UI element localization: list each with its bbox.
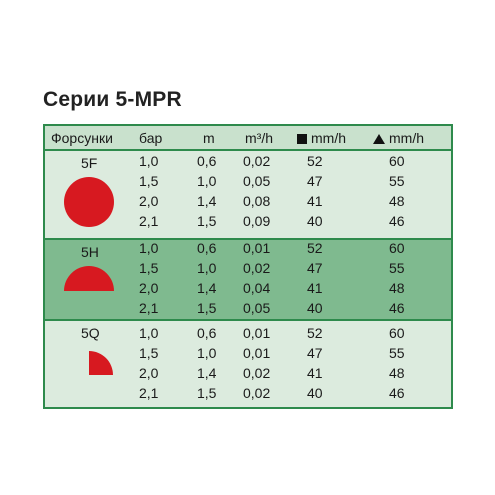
pressure-cell: 1,0 bbox=[139, 153, 159, 169]
group-5q: 5Q bbox=[45, 321, 451, 407]
radius-cell: 1,4 bbox=[197, 193, 217, 209]
triangle-rate-cell: 55 bbox=[389, 345, 405, 361]
header-bar: бар bbox=[139, 130, 163, 146]
pressure-cell: 2,1 bbox=[139, 213, 159, 229]
quarter-circle-icon bbox=[89, 351, 113, 375]
triangle-rate-cell: 48 bbox=[389, 193, 405, 209]
radius-cell: 1,4 bbox=[197, 280, 217, 296]
triangle-rate-cell: 46 bbox=[389, 300, 405, 316]
table-header: Форсунки бар m m³/h mm/h mm/h bbox=[45, 126, 451, 151]
square-icon bbox=[297, 134, 307, 144]
header-triangle-rate-label: mm/h bbox=[389, 130, 424, 146]
triangle-rate-cell: 46 bbox=[389, 385, 405, 401]
square-rate-cell: 47 bbox=[307, 173, 323, 189]
specs-table: Форсунки бар m m³/h mm/h mm/h 5F 5H 5Q 1… bbox=[43, 124, 453, 409]
pressure-cell: 1,0 bbox=[139, 325, 159, 341]
square-rate-cell: 40 bbox=[307, 300, 323, 316]
radius-cell: 1,5 bbox=[197, 213, 217, 229]
radius-cell: 1,4 bbox=[197, 365, 217, 381]
radius-cell: 1,5 bbox=[197, 385, 217, 401]
square-rate-cell: 40 bbox=[307, 385, 323, 401]
triangle-icon bbox=[373, 134, 385, 144]
square-rate-cell: 52 bbox=[307, 325, 323, 341]
radius-cell: 0,6 bbox=[197, 153, 217, 169]
header-nozzle: Форсунки bbox=[51, 130, 113, 146]
page-title: Серии 5-MPR bbox=[43, 88, 182, 111]
radius-cell: 1,0 bbox=[197, 345, 217, 361]
flow-cell: 0,01 bbox=[243, 240, 271, 256]
flow-cell: 0,05 bbox=[243, 173, 271, 189]
square-rate-cell: 41 bbox=[307, 193, 323, 209]
group-5f: 5F bbox=[45, 151, 451, 238]
square-rate-cell: 41 bbox=[307, 365, 323, 381]
flow-cell: 0,02 bbox=[243, 385, 271, 401]
header-square-rate-label: mm/h bbox=[311, 130, 346, 146]
flow-cell: 0,02 bbox=[243, 153, 271, 169]
square-rate-cell: 52 bbox=[307, 153, 323, 169]
pressure-cell: 2,0 bbox=[139, 365, 159, 381]
pressure-cell: 2,1 bbox=[139, 385, 159, 401]
pressure-cell: 2,0 bbox=[139, 193, 159, 209]
group-5h: 5H bbox=[45, 238, 451, 321]
flow-cell: 0,04 bbox=[243, 280, 271, 296]
flow-cell: 0,09 bbox=[243, 213, 271, 229]
header-square-rate: mm/h bbox=[297, 130, 346, 146]
square-rate-cell: 41 bbox=[307, 280, 323, 296]
pressure-cell: 1,5 bbox=[139, 345, 159, 361]
pressure-cell: 1,5 bbox=[139, 173, 159, 189]
nozzle-name: 5H bbox=[81, 244, 99, 260]
radius-cell: 0,6 bbox=[197, 325, 217, 341]
square-rate-cell: 47 bbox=[307, 345, 323, 361]
triangle-rate-cell: 60 bbox=[389, 240, 405, 256]
triangle-rate-cell: 48 bbox=[389, 365, 405, 381]
square-rate-cell: 40 bbox=[307, 213, 323, 229]
radius-cell: 1,0 bbox=[197, 173, 217, 189]
pressure-cell: 2,0 bbox=[139, 280, 159, 296]
header-m: m bbox=[203, 130, 215, 146]
flow-cell: 0,02 bbox=[243, 365, 271, 381]
triangle-rate-cell: 55 bbox=[389, 260, 405, 276]
triangle-rate-cell: 60 bbox=[389, 153, 405, 169]
pressure-cell: 1,0 bbox=[139, 240, 159, 256]
header-triangle-rate: mm/h bbox=[373, 130, 424, 146]
triangle-rate-cell: 46 bbox=[389, 213, 405, 229]
radius-cell: 1,5 bbox=[197, 300, 217, 316]
flow-cell: 0,01 bbox=[243, 325, 271, 341]
full-circle-icon bbox=[64, 177, 114, 227]
nozzle-name: 5F bbox=[81, 155, 98, 171]
pressure-cell: 1,5 bbox=[139, 260, 159, 276]
square-rate-cell: 47 bbox=[307, 260, 323, 276]
flow-cell: 0,05 bbox=[243, 300, 271, 316]
radius-cell: 0,6 bbox=[197, 240, 217, 256]
square-rate-cell: 52 bbox=[307, 240, 323, 256]
flow-cell: 0,08 bbox=[243, 193, 271, 209]
flow-cell: 0,02 bbox=[243, 260, 271, 276]
triangle-rate-cell: 60 bbox=[389, 325, 405, 341]
half-circle-icon bbox=[64, 266, 114, 291]
header-flow: m³/h bbox=[245, 130, 273, 146]
pressure-cell: 2,1 bbox=[139, 300, 159, 316]
radius-cell: 1,0 bbox=[197, 260, 217, 276]
triangle-rate-cell: 48 bbox=[389, 280, 405, 296]
flow-cell: 0,01 bbox=[243, 345, 271, 361]
nozzle-name: 5Q bbox=[81, 325, 100, 341]
triangle-rate-cell: 55 bbox=[389, 173, 405, 189]
